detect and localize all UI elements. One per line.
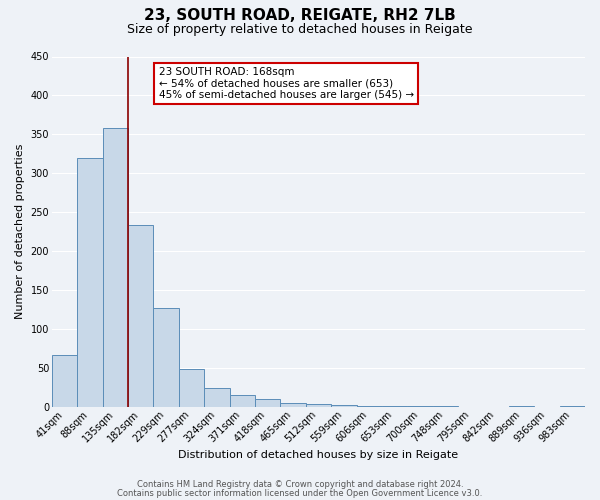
Bar <box>103 128 128 406</box>
Bar <box>204 388 230 406</box>
Y-axis label: Number of detached properties: Number of detached properties <box>15 144 25 320</box>
Text: 23 SOUTH ROAD: 168sqm
← 54% of detached houses are smaller (653)
45% of semi-det: 23 SOUTH ROAD: 168sqm ← 54% of detached … <box>158 67 413 100</box>
Text: Size of property relative to detached houses in Reigate: Size of property relative to detached ho… <box>127 22 473 36</box>
Bar <box>77 158 103 406</box>
Text: Contains HM Land Registry data © Crown copyright and database right 2024.: Contains HM Land Registry data © Crown c… <box>137 480 463 489</box>
Text: 23, SOUTH ROAD, REIGATE, RH2 7LB: 23, SOUTH ROAD, REIGATE, RH2 7LB <box>144 8 456 22</box>
Bar <box>230 395 255 406</box>
Bar <box>255 399 280 406</box>
Bar <box>179 370 204 406</box>
Bar <box>52 354 77 406</box>
Bar <box>280 403 306 406</box>
Bar <box>128 224 154 406</box>
Bar <box>306 404 331 406</box>
X-axis label: Distribution of detached houses by size in Reigate: Distribution of detached houses by size … <box>178 450 458 460</box>
Text: Contains public sector information licensed under the Open Government Licence v3: Contains public sector information licen… <box>118 488 482 498</box>
Bar <box>331 405 356 406</box>
Bar <box>154 308 179 406</box>
